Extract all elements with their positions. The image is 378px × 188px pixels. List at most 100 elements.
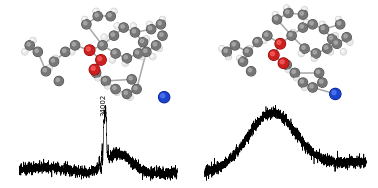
Circle shape — [158, 32, 167, 40]
Circle shape — [31, 39, 33, 41]
Circle shape — [320, 22, 325, 27]
Circle shape — [85, 45, 94, 55]
Circle shape — [112, 10, 114, 12]
Circle shape — [111, 9, 116, 14]
Circle shape — [290, 68, 299, 77]
Circle shape — [226, 55, 229, 57]
Circle shape — [239, 58, 247, 66]
Circle shape — [333, 40, 341, 48]
Circle shape — [95, 13, 98, 17]
Circle shape — [287, 68, 289, 70]
Circle shape — [299, 24, 307, 32]
Circle shape — [71, 41, 79, 49]
Circle shape — [128, 75, 136, 83]
Circle shape — [222, 47, 231, 56]
Circle shape — [159, 92, 169, 102]
Circle shape — [291, 31, 294, 33]
Circle shape — [246, 67, 256, 76]
Circle shape — [286, 67, 291, 72]
Circle shape — [273, 12, 278, 17]
Circle shape — [284, 62, 287, 65]
Circle shape — [109, 31, 118, 40]
Circle shape — [25, 41, 34, 50]
Circle shape — [61, 47, 70, 56]
Circle shape — [150, 54, 155, 59]
Circle shape — [294, 75, 299, 81]
Circle shape — [105, 83, 110, 89]
Circle shape — [128, 95, 130, 98]
Circle shape — [269, 50, 279, 60]
Circle shape — [337, 18, 339, 20]
Circle shape — [329, 36, 333, 39]
Circle shape — [334, 41, 338, 44]
Circle shape — [348, 40, 350, 42]
Circle shape — [304, 21, 307, 23]
Circle shape — [89, 64, 100, 75]
Circle shape — [248, 47, 250, 49]
Circle shape — [102, 77, 110, 85]
Circle shape — [300, 44, 309, 53]
Circle shape — [87, 47, 90, 51]
Circle shape — [147, 21, 152, 27]
Circle shape — [70, 50, 72, 52]
Circle shape — [114, 23, 120, 29]
Circle shape — [344, 34, 347, 38]
Circle shape — [299, 52, 302, 54]
Circle shape — [91, 68, 101, 77]
Circle shape — [142, 48, 150, 56]
Circle shape — [310, 21, 313, 25]
Circle shape — [115, 24, 118, 26]
Circle shape — [127, 75, 136, 84]
Circle shape — [129, 77, 132, 80]
Circle shape — [150, 54, 156, 60]
Circle shape — [347, 39, 353, 45]
Circle shape — [26, 41, 34, 49]
Circle shape — [311, 55, 317, 61]
Circle shape — [143, 36, 149, 42]
Circle shape — [303, 86, 305, 88]
Circle shape — [333, 34, 336, 36]
Circle shape — [54, 77, 64, 86]
Circle shape — [94, 10, 96, 12]
Circle shape — [122, 60, 128, 66]
Circle shape — [273, 15, 282, 24]
Circle shape — [321, 26, 325, 30]
Circle shape — [109, 57, 115, 63]
Circle shape — [224, 49, 228, 52]
Circle shape — [119, 23, 128, 32]
Circle shape — [95, 75, 101, 81]
Circle shape — [47, 66, 50, 68]
Circle shape — [90, 65, 99, 74]
Circle shape — [294, 76, 297, 78]
Circle shape — [284, 5, 290, 11]
Circle shape — [226, 54, 231, 59]
Circle shape — [303, 8, 305, 10]
Circle shape — [124, 61, 125, 64]
Circle shape — [341, 49, 346, 55]
Circle shape — [112, 49, 120, 58]
Circle shape — [303, 20, 309, 26]
Circle shape — [311, 49, 321, 58]
Circle shape — [240, 59, 243, 62]
Circle shape — [108, 13, 111, 17]
Circle shape — [23, 50, 25, 52]
Circle shape — [139, 54, 144, 60]
Circle shape — [285, 10, 289, 14]
Circle shape — [93, 70, 97, 74]
Circle shape — [134, 86, 137, 90]
Circle shape — [285, 67, 291, 73]
Circle shape — [113, 86, 116, 90]
Circle shape — [133, 85, 141, 93]
Circle shape — [246, 46, 253, 52]
Text: 34002: 34002 — [101, 93, 107, 116]
Circle shape — [144, 37, 147, 39]
Circle shape — [332, 33, 338, 39]
Circle shape — [71, 41, 80, 50]
Circle shape — [124, 55, 127, 59]
Circle shape — [42, 67, 50, 75]
Circle shape — [332, 39, 341, 48]
Circle shape — [131, 28, 139, 36]
Circle shape — [122, 61, 128, 66]
Circle shape — [22, 49, 28, 55]
Circle shape — [111, 8, 117, 14]
